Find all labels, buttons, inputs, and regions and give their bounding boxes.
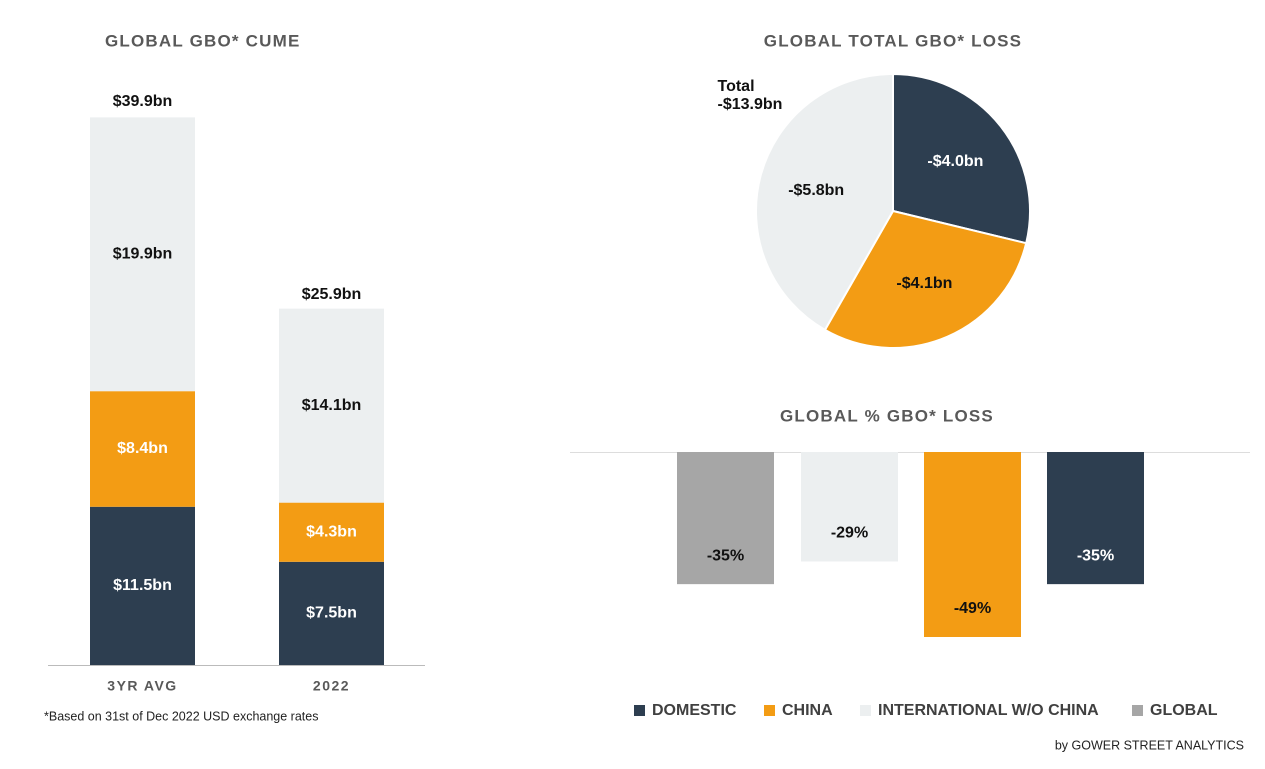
legend-label: INTERNATIONAL W/O CHINA [878, 702, 1099, 719]
value-label: -$5.8bn [788, 182, 844, 199]
value-label: $7.5bn [306, 605, 357, 622]
legend-label: GLOBAL [1150, 702, 1218, 719]
legend-swatch [634, 705, 645, 716]
bar [677, 452, 774, 585]
bar [801, 452, 898, 562]
pie-total-title: Total [717, 78, 754, 95]
bar-segment [90, 506, 195, 665]
legend-label: DOMESTIC [652, 702, 737, 719]
x-tick-label: 3YR AVG [107, 678, 177, 694]
bar-segment [90, 117, 195, 392]
chart-title: GLOBAL TOTAL GBO* LOSS [764, 31, 1022, 50]
value-label: -49% [954, 600, 991, 617]
value-label: $8.4bn [117, 440, 168, 457]
value-label: -35% [1077, 547, 1114, 564]
pie-total: -$13.9bn [718, 96, 783, 113]
pie-slice [892, 72, 1031, 245]
bar-segment [279, 561, 384, 665]
legend-swatch [764, 705, 775, 716]
value-label: -35% [707, 547, 744, 564]
pie-slice [823, 209, 1028, 349]
chart-title: GLOBAL GBO* CUME [105, 31, 301, 50]
bar [924, 452, 1021, 637]
value-label: $4.3bn [306, 523, 357, 540]
pie-slice [755, 72, 894, 332]
value-label: -29% [831, 525, 868, 542]
value-label: -$4.0bn [927, 153, 983, 170]
legend-label: CHINA [782, 702, 833, 719]
legend-swatch [860, 705, 871, 716]
value-label: $11.5bn [113, 577, 172, 594]
credit: by GOWER STREET ANALYTICS [1055, 738, 1244, 752]
footnote: *Based on 31st of Dec 2022 USD exchange … [44, 709, 318, 723]
legend-swatch [1132, 705, 1143, 716]
chart-title: GLOBAL % GBO* LOSS [780, 406, 994, 425]
value-label: $14.1bn [302, 397, 362, 414]
bar-segment [279, 308, 384, 503]
x-tick-label: 2022 [313, 678, 350, 694]
value-label: -$4.1bn [896, 275, 952, 292]
value-label: $19.9bn [113, 246, 173, 263]
total-label: $39.9bn [113, 93, 173, 110]
bar-segment [279, 502, 384, 562]
bar-segment [90, 391, 195, 507]
total-label: $25.9bn [302, 286, 362, 303]
bar [1047, 452, 1144, 585]
